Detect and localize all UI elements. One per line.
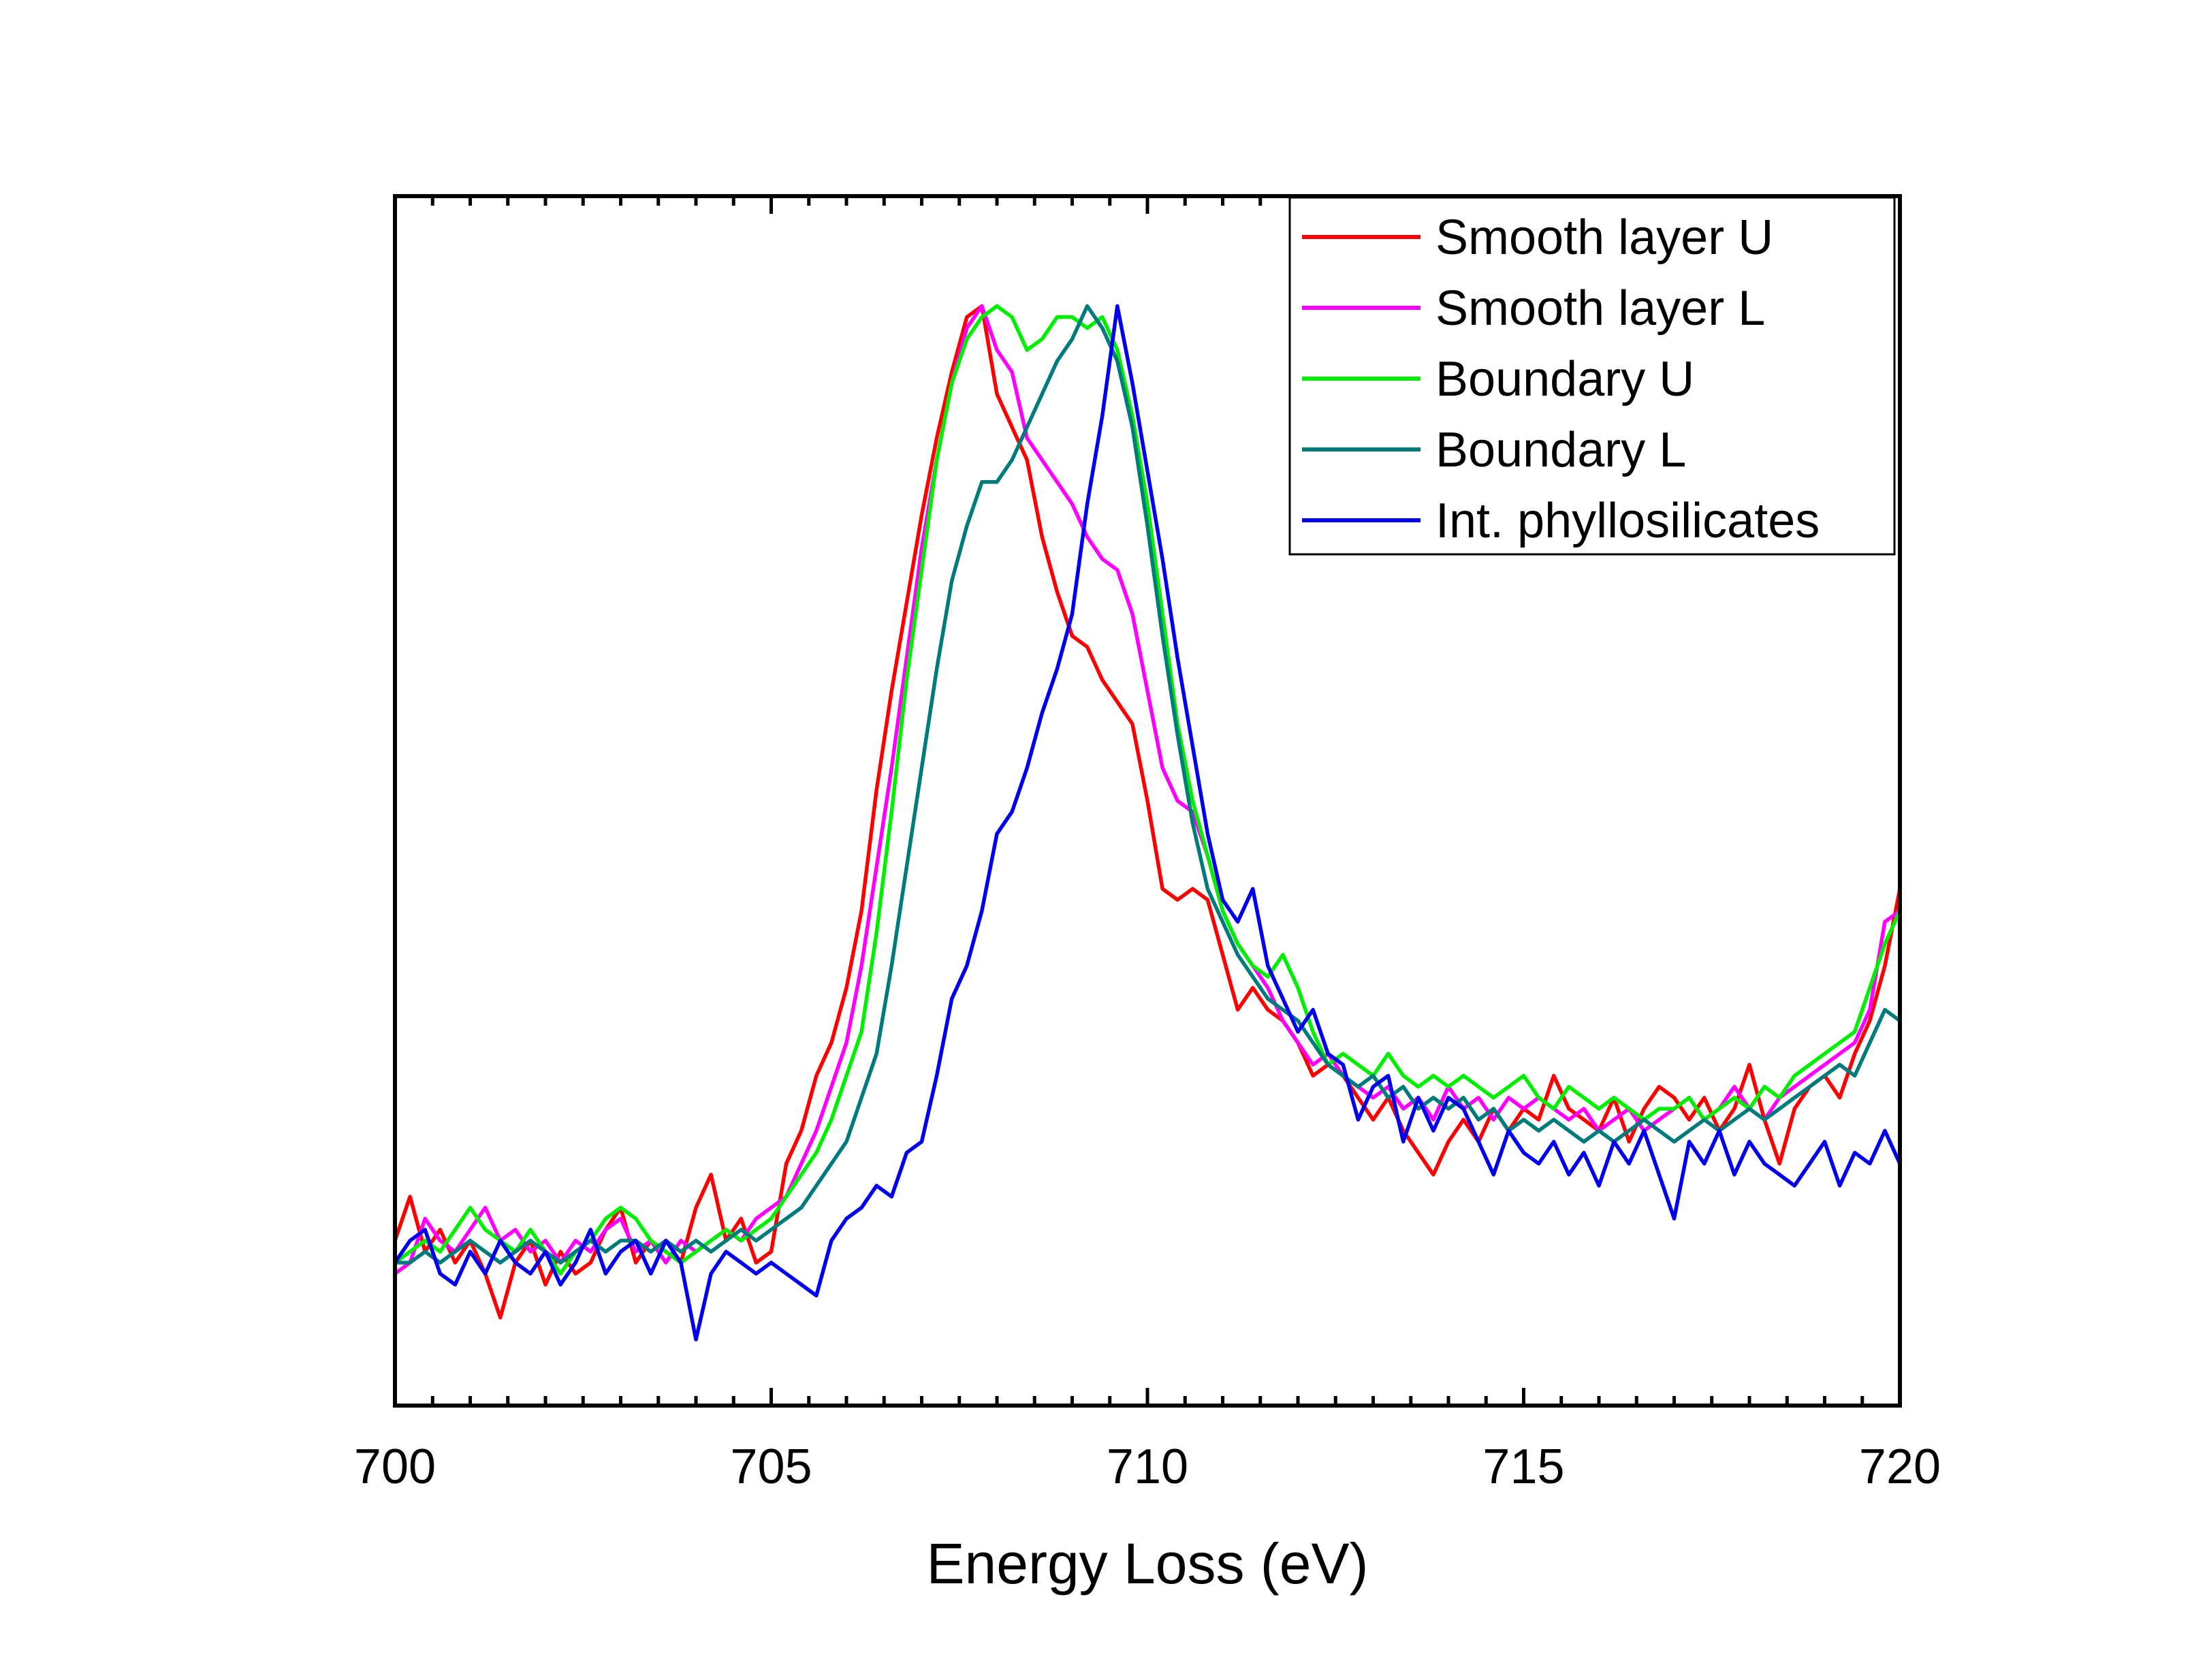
x-axis-title: Energy Loss (eV)	[927, 1532, 1369, 1596]
x-tick-label: 705	[730, 1440, 812, 1494]
series-layer	[393, 304, 1902, 1342]
legend-box	[1288, 196, 1896, 556]
legend: Smooth layer U Smooth layer L Boundary U Bo…	[1288, 196, 1896, 556]
legend-label: Smooth layer U	[1435, 210, 1773, 265]
x-tick-label: 710	[1107, 1440, 1188, 1494]
legend-label: Boundary L	[1435, 423, 1686, 477]
series-line-2	[394, 304, 1901, 1275]
legend-items: Smooth layer U Smooth layer L Boundary U Bo…	[1302, 210, 1820, 548]
x-tick-label: 720	[1859, 1440, 1941, 1494]
legend-label: Int. phyllosilicates	[1435, 494, 1820, 548]
plot-frame	[393, 194, 1902, 1408]
series-line-4	[395, 304, 1901, 1265]
series-line-3	[394, 304, 1902, 1276]
x-tick-label: 700	[354, 1440, 436, 1494]
x-tick-labels: 700 705 710 715 720	[354, 1440, 1941, 1494]
legend-label: Boundary U	[1435, 352, 1694, 407]
legend-label: Smooth layer L	[1435, 281, 1765, 336]
x-tick-label: 715	[1482, 1440, 1564, 1494]
series-line-5	[393, 304, 1902, 1342]
